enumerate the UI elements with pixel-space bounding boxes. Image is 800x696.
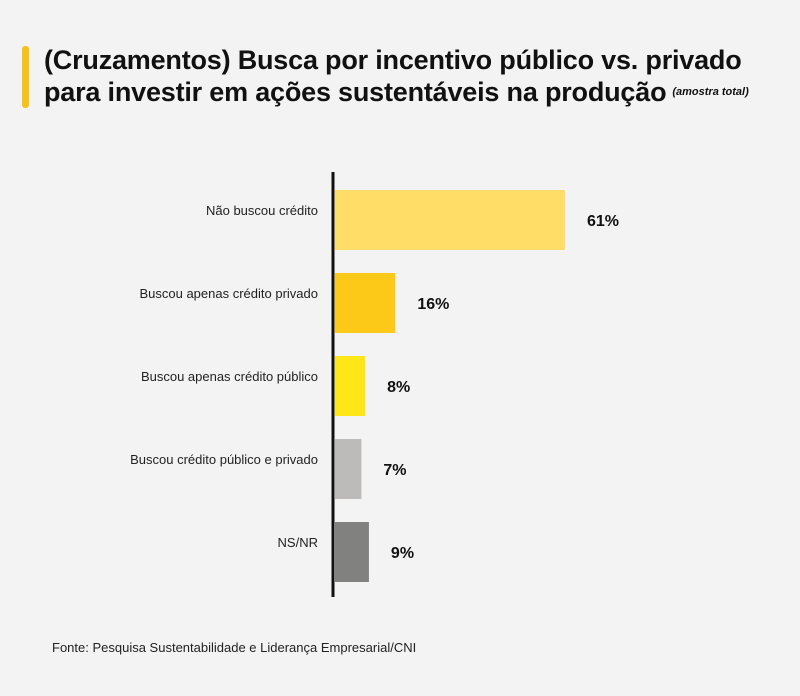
bar-1 [335, 190, 565, 250]
bar-chart: Não buscou crédito 61% Buscou apenas crédi… [130, 172, 619, 597]
value-label-4: 7% [383, 462, 406, 479]
bar-3 [335, 356, 366, 416]
bar-4 [335, 439, 362, 499]
value-label-3: 8% [387, 379, 410, 396]
chart-subtitle: (amostra total) [672, 86, 749, 98]
value-label-2: 16% [417, 296, 449, 313]
value-label-1: 61% [587, 213, 619, 230]
title-accent-bar [22, 46, 29, 108]
category-label-4: Buscou crédito público e privado [130, 452, 318, 467]
bar-5 [335, 522, 369, 582]
category-label-2: Buscou apenas crédito privado [139, 286, 318, 301]
bar-2 [335, 273, 396, 333]
category-label-3: Buscou apenas crédito público [141, 369, 318, 384]
category-label-1: Não buscou crédito [206, 203, 318, 218]
chart-title-text: (Cruzamentos) Busca por incentivo públic… [44, 45, 742, 107]
source-note: Fonte: Pesquisa Sustentabilidade e Lider… [52, 640, 417, 655]
category-label-5: NS/NR [278, 535, 318, 550]
chart-title: (Cruzamentos) Busca por incentivo públic… [44, 44, 792, 108]
value-label-5: 9% [391, 545, 414, 562]
title-block: (Cruzamentos) Busca por incentivo públic… [22, 44, 792, 108]
